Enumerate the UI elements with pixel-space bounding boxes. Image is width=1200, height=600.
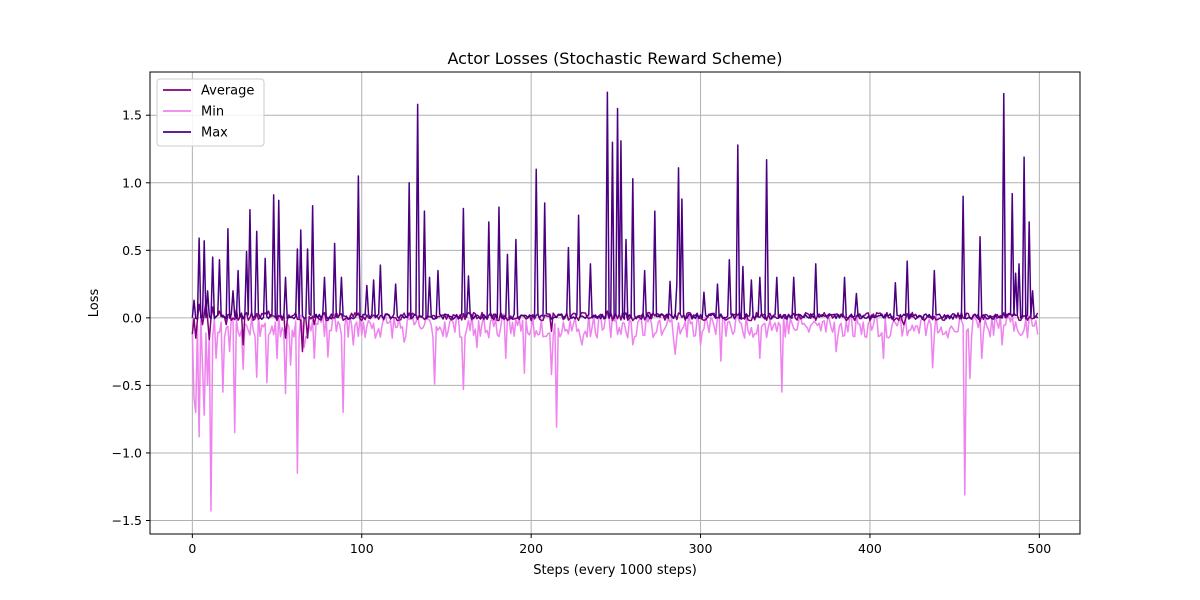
x-tick-label: 200 (519, 541, 543, 556)
x-tick-label: 100 (350, 541, 374, 556)
y-tick-label: 1.5 (122, 108, 142, 123)
x-tick-label: 400 (858, 541, 882, 556)
series-lines (191, 91, 1039, 512)
y-tick-label: −1.5 (112, 513, 142, 528)
x-axis-label: Steps (every 1000 steps) (533, 563, 697, 578)
y-tick-label: 0.5 (122, 243, 142, 258)
y-tick-label: −1.0 (112, 445, 142, 460)
x-tick-label: 300 (689, 541, 713, 556)
legend: Average Min Max (156, 78, 265, 147)
y-tick-label: 0.0 (122, 310, 142, 325)
x-axis-ticks: 0 100 200 300 400 500 (188, 534, 1051, 556)
legend-box (156, 78, 265, 147)
plot-area (150, 72, 1080, 534)
x-tick-label: 0 (188, 541, 196, 556)
x-tick-label: 500 (1027, 541, 1051, 556)
y-axis-ticks: −1.5 −1.0 −0.5 0.0 0.5 1.0 1.5 (112, 108, 150, 528)
y-tick-label: 1.0 (122, 175, 142, 190)
y-axis-label: Loss (87, 289, 102, 318)
legend-label-average: Average (201, 84, 254, 99)
y-tick-label: −0.5 (112, 378, 142, 393)
chart-title: Actor Losses (Stochastic Reward Scheme) (448, 49, 783, 68)
plot-frame (149, 71, 1081, 535)
legend-label-max: Max (201, 126, 228, 141)
legend-label-min: Min (201, 105, 224, 120)
series-line-max (191, 91, 1039, 320)
